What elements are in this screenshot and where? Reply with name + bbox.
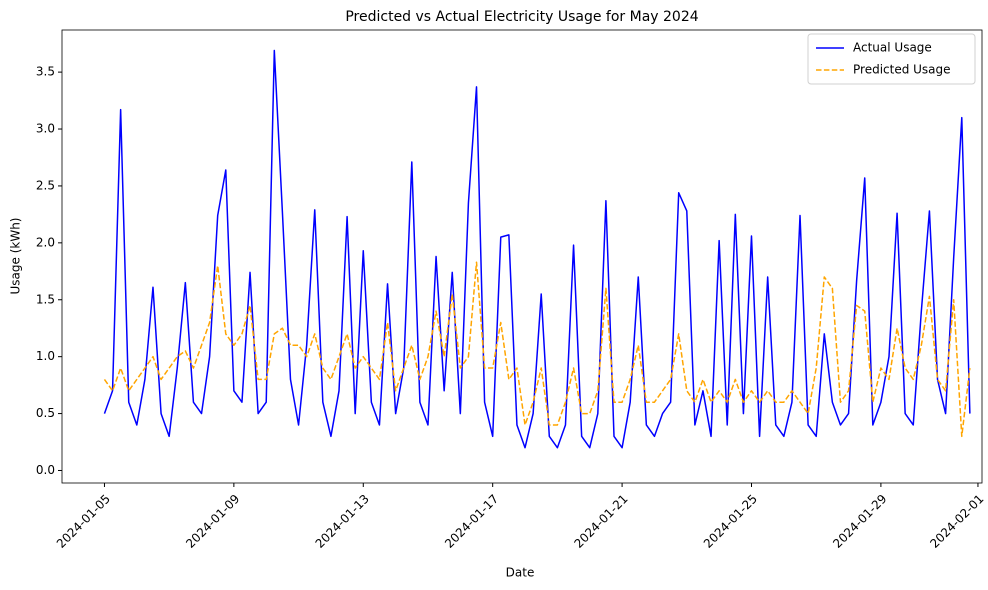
legend-label: Actual Usage [853,41,932,55]
legend-box [807,33,976,85]
y-axis-label: Usage (kWh) [9,218,23,295]
y-tick-label: 2.0 [36,235,55,249]
x-tick-label: 2024-01-09 [183,492,242,551]
x-tick-label: 2024-01-13 [313,492,372,551]
x-tick-label: 2024-01-29 [830,492,889,551]
chart-title: Predicted vs Actual Electricity Usage fo… [345,9,698,25]
x-axis-label: Date [506,566,535,580]
plot-frame [61,29,983,484]
y-tick-label: 0.0 [36,463,55,477]
series-line [103,49,971,449]
x-tick-label: 2024-01-21 [571,492,630,551]
legend: Actual Usage Predicted Usage [807,33,976,85]
y-tick-label: 1.0 [36,349,55,363]
y-tick-label: 3.5 [36,65,55,79]
y-tick-label: 3.0 [36,122,55,136]
y-tick-label: 0.5 [36,406,55,420]
x-tick-label: 2024-01-25 [701,492,760,551]
x-tick-label: 2024-01-17 [442,492,501,551]
y-tick-label: 2.5 [36,178,55,192]
series-line [103,261,971,438]
y-tick-label: 1.5 [36,292,55,306]
x-tick-label: 2024-01-05 [54,492,113,551]
x-tick-label: 2024-02-01 [927,492,986,551]
legend-label: Predicted Usage [853,63,951,77]
